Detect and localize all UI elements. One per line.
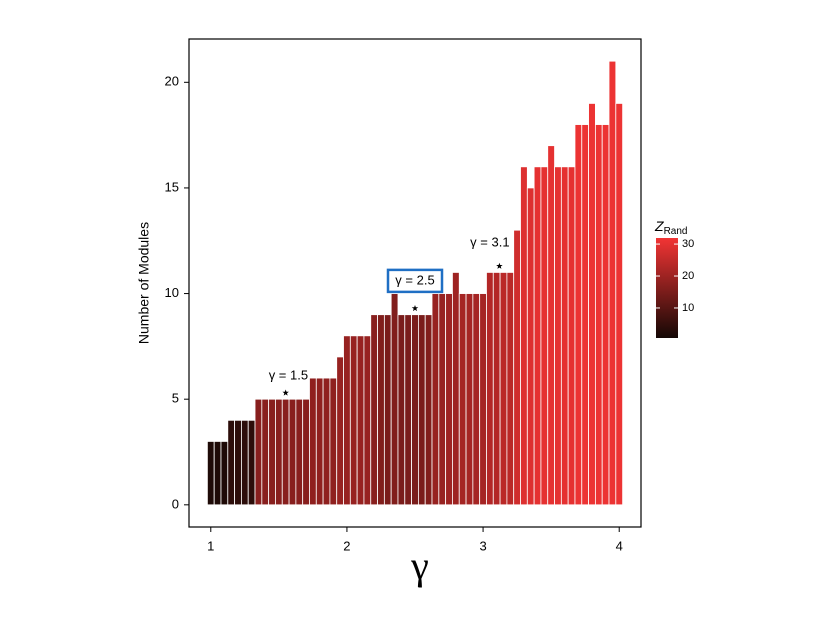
y-tick-label: 15: [165, 179, 179, 194]
bar: [452, 272, 460, 506]
bar: [281, 398, 290, 506]
annotation: γ = 2.5: [395, 272, 434, 287]
bar: [356, 335, 365, 506]
bar: [540, 166, 549, 506]
x-tick-label: 4: [616, 538, 623, 553]
bar: [438, 293, 447, 506]
colorbar-tick-label: 10: [682, 302, 694, 314]
x-tick-label: 3: [479, 538, 486, 553]
bar: [554, 166, 562, 506]
bar: [513, 229, 521, 506]
bar: [241, 419, 249, 506]
bar: [322, 377, 331, 506]
bar: [336, 356, 344, 506]
bar: [268, 398, 276, 506]
bar: [213, 441, 222, 506]
bar: [499, 272, 508, 506]
bar: [315, 377, 324, 506]
bar: [601, 124, 610, 506]
bar: [404, 314, 412, 506]
bar: [295, 398, 304, 506]
bar: [247, 419, 256, 506]
bar: [370, 314, 378, 506]
colorbar-title: ZRand: [654, 218, 687, 237]
y-tick-label: 20: [165, 74, 179, 89]
bar: [206, 441, 215, 506]
bar: [506, 272, 515, 506]
bar: [349, 335, 358, 506]
colorbar: [656, 238, 678, 338]
colorbar-tick-label: 20: [682, 270, 694, 282]
x-tick-label: 1: [207, 538, 214, 553]
bar: [608, 60, 617, 506]
annotation-marker: [282, 389, 289, 396]
bar: [329, 377, 338, 506]
bar: [383, 314, 392, 506]
bar: [418, 314, 426, 506]
colorbar-title-main: Z: [654, 218, 664, 234]
y-tick-label: 0: [172, 496, 179, 511]
bar: [486, 272, 494, 506]
bar: [492, 272, 501, 506]
bar: [288, 398, 297, 506]
annotation-marker: [496, 262, 503, 269]
bar: [520, 166, 528, 506]
bar: [594, 124, 603, 506]
bar: [302, 398, 310, 506]
x-tick-label: 2: [343, 538, 350, 553]
bar: [526, 187, 535, 506]
bar: [533, 166, 542, 506]
bar: [431, 293, 440, 506]
bar: [560, 166, 569, 506]
bar: [390, 293, 399, 506]
bar: [254, 398, 263, 506]
bar: [445, 293, 453, 506]
bar: [424, 314, 433, 506]
bar: [465, 293, 474, 506]
bar: [581, 124, 589, 506]
bar: [234, 419, 242, 506]
bar: [567, 166, 576, 506]
bar: [227, 419, 236, 506]
bar: [363, 335, 372, 506]
bar: [458, 293, 467, 506]
bar: [479, 293, 487, 506]
bar: [377, 314, 385, 506]
bar: [261, 398, 270, 506]
annotation: γ = 1.5: [269, 367, 308, 382]
colorbar-subtitle: Rand: [664, 226, 688, 237]
y-tick-label: 5: [172, 391, 179, 406]
bar: [411, 314, 419, 506]
bar: [275, 398, 283, 506]
bar: [588, 103, 596, 506]
bar: [397, 314, 406, 506]
annotation-marker: [411, 304, 419, 312]
bar: [615, 103, 624, 506]
colorbar-tick-label: 30: [682, 238, 694, 250]
x-axis-label: γ: [410, 543, 429, 588]
bar: [309, 377, 317, 506]
bar: [343, 335, 351, 506]
bar: [574, 124, 583, 506]
annotation-box: [386, 268, 444, 294]
y-axis-label: Number of Modules: [136, 222, 152, 344]
plot-frame: [188, 38, 642, 528]
y-tick-label: 10: [165, 285, 179, 300]
bar: [547, 145, 555, 506]
bar: [220, 441, 229, 506]
annotation: γ = 3.1: [470, 234, 509, 249]
bar: [472, 293, 481, 506]
